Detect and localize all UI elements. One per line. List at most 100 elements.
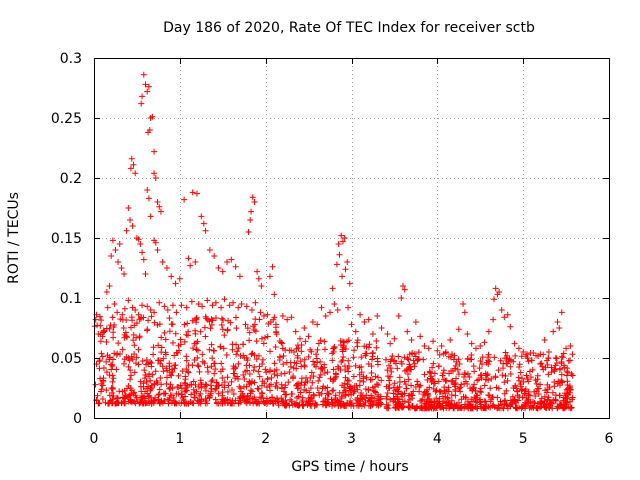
data-point <box>116 241 123 247</box>
data-point <box>94 392 101 399</box>
data-point <box>515 374 522 381</box>
data-point <box>529 366 536 373</box>
data-point <box>334 398 341 405</box>
data-point <box>537 381 544 388</box>
data-point <box>232 375 239 382</box>
data-point <box>332 392 339 399</box>
data-point <box>398 360 405 367</box>
data-point <box>183 304 190 311</box>
data-point <box>172 280 179 287</box>
data-point <box>235 304 242 311</box>
data-point <box>140 71 147 78</box>
data-point <box>127 165 134 172</box>
data-point <box>259 361 266 368</box>
data-point <box>132 400 139 407</box>
data-point <box>519 375 526 382</box>
data-point <box>240 352 247 359</box>
data-point <box>271 291 278 298</box>
data-point <box>401 354 408 361</box>
data-point <box>327 309 334 316</box>
data-point <box>476 365 483 372</box>
data-point <box>472 394 479 401</box>
data-point <box>162 336 169 343</box>
data-point <box>384 389 391 396</box>
data-point <box>332 395 339 402</box>
data-point <box>228 256 235 263</box>
data-point <box>417 333 424 340</box>
data-point <box>368 356 375 363</box>
data-point <box>121 400 128 407</box>
data-point <box>283 400 290 407</box>
data-point <box>209 355 216 362</box>
data-point <box>163 365 170 372</box>
data-point <box>166 385 173 392</box>
data-point <box>173 390 180 397</box>
data-point <box>215 265 222 271</box>
data-point <box>564 390 571 397</box>
data-point <box>417 382 424 389</box>
data-point <box>242 398 249 405</box>
data-point <box>339 348 346 355</box>
data-point <box>362 399 369 406</box>
data-point <box>235 345 242 352</box>
data-point <box>481 398 488 405</box>
data-point <box>115 259 122 265</box>
data-point <box>455 326 462 333</box>
data-point <box>384 405 391 412</box>
data-point <box>537 361 544 367</box>
data-point <box>342 374 349 381</box>
data-point <box>305 333 312 340</box>
data-point <box>158 381 165 388</box>
data-point <box>250 367 257 374</box>
data-point <box>138 100 145 107</box>
data-point <box>140 383 147 390</box>
data-point <box>156 203 163 210</box>
data-point <box>433 395 440 402</box>
data-point <box>485 392 492 399</box>
data-point <box>316 374 323 381</box>
data-point <box>167 384 174 391</box>
data-point <box>339 382 346 389</box>
data-point <box>188 298 195 305</box>
data-point <box>490 316 497 323</box>
data-point <box>185 362 192 369</box>
data-point <box>130 161 137 168</box>
data-point <box>233 325 240 332</box>
data-point <box>387 358 394 365</box>
data-point <box>395 353 402 360</box>
data-point <box>125 205 132 211</box>
data-point <box>192 259 199 265</box>
tick-labels: 0 1 2 3 4 5 6 0 0.05 0.1 0.15 0.2 0.25 0.3 <box>51 51 614 447</box>
data-point <box>566 404 573 411</box>
data-point <box>294 342 301 349</box>
data-point <box>335 241 342 247</box>
data-point <box>356 377 363 384</box>
data-point <box>398 393 405 400</box>
data-point <box>175 342 182 349</box>
data-point <box>232 314 239 321</box>
data-point <box>428 398 435 405</box>
data-point <box>95 400 102 407</box>
data-point <box>295 380 302 387</box>
data-point <box>307 385 314 392</box>
data-point <box>228 400 235 407</box>
data-point <box>448 378 455 385</box>
data-point <box>113 366 120 373</box>
data-point <box>157 208 164 215</box>
data-point <box>202 333 209 340</box>
data-point <box>220 345 227 352</box>
data-point <box>162 351 169 358</box>
data-point <box>115 340 122 347</box>
data-point <box>346 280 353 287</box>
data-point <box>244 367 251 374</box>
data-point <box>320 383 327 390</box>
data-point <box>498 307 505 313</box>
data-point <box>251 199 258 205</box>
data-point <box>211 347 218 354</box>
data-point <box>192 327 199 334</box>
data-point <box>477 396 484 403</box>
data-point <box>319 401 326 408</box>
data-point <box>176 347 183 354</box>
data-point <box>569 396 576 403</box>
